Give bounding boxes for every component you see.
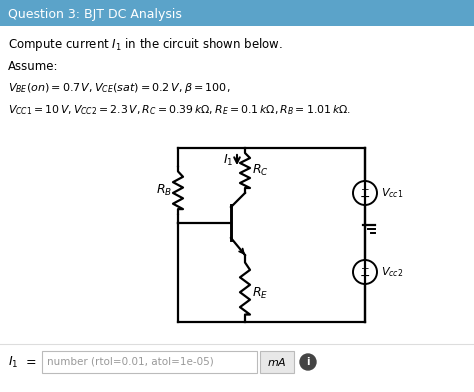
Text: number (rtol=0.01, atol=1e-05): number (rtol=0.01, atol=1e-05) xyxy=(47,357,214,367)
Bar xyxy=(42,351,257,373)
Text: Assume:: Assume: xyxy=(8,60,58,73)
Text: =: = xyxy=(22,356,41,368)
Bar xyxy=(260,351,294,373)
Text: $R_B$: $R_B$ xyxy=(156,183,172,198)
Circle shape xyxy=(300,354,316,370)
Text: $mA$: $mA$ xyxy=(267,356,287,368)
Text: i: i xyxy=(306,357,310,367)
Text: $V_{cc2}$: $V_{cc2}$ xyxy=(381,265,403,279)
Text: $V_{CC1} = 10\,V, V_{CC2} = 2.3\,V, R_C = 0.39\,k\Omega, R_E = 0.1\,k\Omega, R_B: $V_{CC1} = 10\,V, V_{CC2} = 2.3\,V, R_C … xyxy=(8,103,351,117)
Text: −: − xyxy=(360,270,370,283)
Text: $I_1$: $I_1$ xyxy=(8,354,18,370)
Text: Question 3: BJT DC Analysis: Question 3: BJT DC Analysis xyxy=(8,7,182,20)
Text: +: + xyxy=(361,185,369,194)
Text: $R_E$: $R_E$ xyxy=(252,286,268,301)
Text: $I_1$: $I_1$ xyxy=(223,152,233,167)
Bar xyxy=(0,0,474,26)
Text: $V_{cc1}$: $V_{cc1}$ xyxy=(381,186,403,200)
Text: −: − xyxy=(360,191,370,203)
Text: $V_{BE}(on) = 0.7\,V, V_{CE}(sat) = 0.2\,V, \beta = 100,$: $V_{BE}(on) = 0.7\,V, V_{CE}(sat) = 0.2\… xyxy=(8,81,230,95)
Text: Compute current $I_1$ in the circuit shown below.: Compute current $I_1$ in the circuit sho… xyxy=(8,36,283,53)
Text: +: + xyxy=(361,263,369,274)
Text: $R_C$: $R_C$ xyxy=(252,163,269,178)
